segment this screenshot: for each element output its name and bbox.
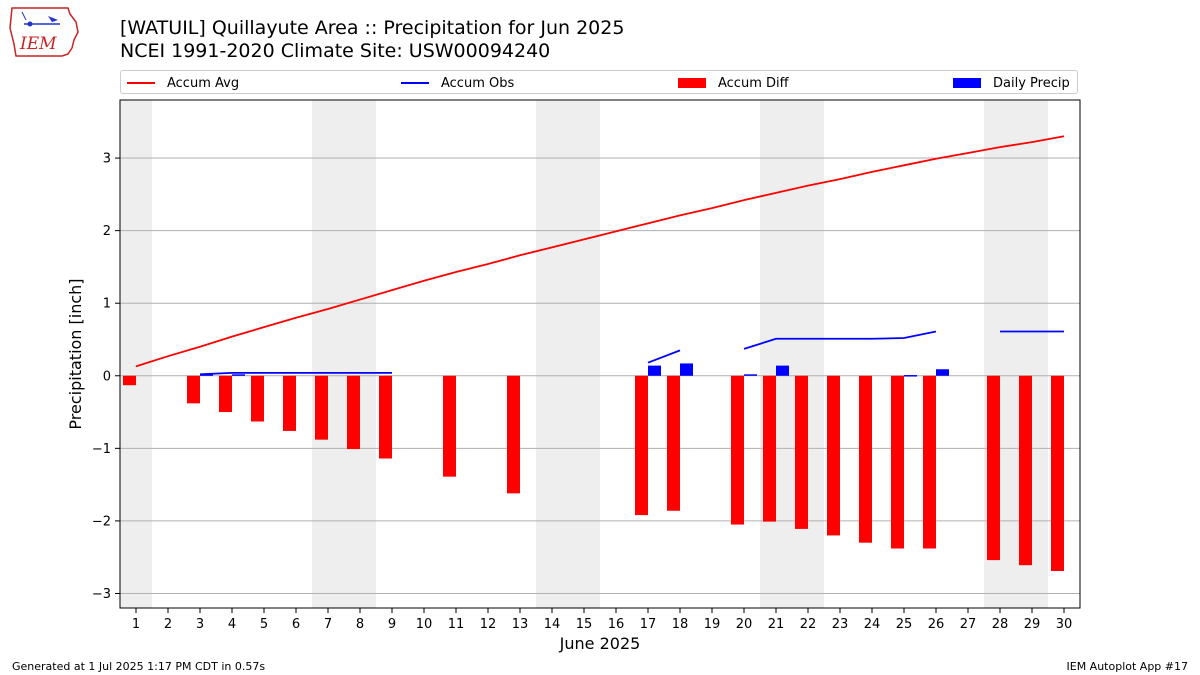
legend-item-accum-avg: Accum Avg [127,74,239,92]
legend-swatch-accum-diff [678,78,706,88]
weekend-shade-band [312,100,376,608]
x-tick-label: 25 [896,617,913,632]
accum-diff-bar [763,375,776,522]
legend-label-accum-avg: Accum Avg [167,75,240,91]
logo-text: IEM [19,34,57,54]
x-axis-label: June 2025 [559,634,641,653]
x-tick-label: 13 [512,617,529,632]
x-tick-label: 19 [704,617,721,632]
y-axis-label: Precipitation [inch] [66,278,85,429]
y-tick-label: 3 [103,152,111,167]
chart-legend: Accum Avg Accum Obs Accum Diff Daily Pre… [120,70,1078,94]
accum-diff-bar [443,375,456,477]
legend-swatch-daily-precip [953,78,981,88]
y-tick-label: 1 [103,297,111,312]
iem-logo: IEM [8,4,82,62]
accum-diff-bar [507,375,520,494]
x-tick-label: 30 [1056,617,1073,632]
accum-diff-bar [923,375,936,549]
x-tick-label: 9 [388,617,396,632]
x-tick-label: 26 [928,617,945,632]
chart-title: [WATUIL] Quillayute Area :: Precipitatio… [120,17,625,39]
accum-diff-bar [795,375,808,529]
accum-diff-bar [123,375,136,386]
legend-item-accum-diff: Accum Diff [678,74,789,92]
daily-precip-bar [904,375,917,377]
accum-diff-bar [1019,375,1032,566]
x-tick-label: 15 [576,617,593,632]
accum-diff-bar [187,375,200,404]
autoplot-app-label: IEM Autoplot App #17 [1066,660,1189,673]
x-tick-label: 24 [864,617,881,632]
x-tick-label: 4 [228,617,236,632]
generated-timestamp: Generated at 1 Jul 2025 1:17 PM CDT in 0… [12,660,266,673]
legend-swatch-accum-avg [127,82,155,84]
accum-obs-line [743,330,937,350]
x-tick-label: 7 [324,617,332,632]
legend-item-accum-obs: Accum Obs [401,74,514,92]
x-tick-label: 3 [196,617,204,632]
daily-precip-bar [776,365,789,376]
legend-swatch-accum-obs [401,82,429,84]
y-tick-label: 2 [103,224,111,239]
x-tick-label: 1 [132,617,140,632]
x-tick-label: 11 [448,617,465,632]
y-tick-label: −1 [92,442,111,457]
legend-item-daily-precip: Daily Precip [953,74,1070,92]
x-tick-label: 2 [164,617,172,632]
iowa-state-outline-icon: IEM [9,7,79,57]
daily-precip-bar [680,363,693,376]
daily-precip-bar [648,365,661,376]
x-tick-label: 17 [640,617,657,632]
x-tick-label: 29 [1024,617,1041,632]
x-tick-label: 12 [480,617,497,632]
daily-precip-bar [232,374,245,376]
daily-precip-bar [200,374,213,376]
x-tick-label: 28 [992,617,1009,632]
x-tick-label: 21 [768,617,785,632]
accum-diff-bar [891,375,904,549]
x-tick-label: 23 [832,617,849,632]
daily-precip-bar [936,369,949,376]
daily-precip-bar [744,374,757,376]
accum-diff-bar [731,375,744,525]
y-tick-label: −3 [92,587,111,602]
x-tick-label: 27 [960,617,977,632]
x-tick-label: 16 [608,617,625,632]
chart-subtitle: NCEI 1991-2020 Climate Site: USW00094240 [120,40,551,62]
accum-diff-bar [347,375,360,450]
accum-diff-bar [827,375,840,536]
accum-avg-line [135,135,1065,368]
accum-diff-bar [987,375,1000,561]
accum-diff-bar [667,375,680,511]
accum-obs-line [199,371,392,376]
accum-diff-bar [219,375,232,413]
x-tick-label: 10 [416,617,433,632]
accum-diff-bar [1051,375,1064,571]
weekend-shade-band [120,100,152,608]
x-tick-label: 20 [736,617,753,632]
y-tick-label: −2 [92,514,111,529]
x-tick-label: 22 [800,617,817,632]
accum-diff-bar [283,375,296,431]
weekend-shade-band [536,100,600,608]
legend-label-accum-diff: Accum Diff [718,75,789,91]
accum-diff-bar [315,375,328,440]
accum-diff-bar [859,375,872,543]
weekend-shade-band [760,100,824,608]
accum-diff-bar [379,375,392,459]
legend-label-accum-obs: Accum Obs [441,75,515,91]
accum-diff-bar [251,375,264,422]
x-tick-label: 14 [544,617,561,632]
x-tick-label: 8 [356,617,364,632]
x-tick-label: 18 [672,617,689,632]
y-tick-label: 0 [103,369,111,384]
accum-diff-bar [635,375,648,516]
plot-frame [119,99,1081,609]
x-tick-label: 6 [292,617,300,632]
accum-obs-line [647,349,681,364]
x-tick-label: 5 [260,617,268,632]
legend-label-daily-precip: Daily Precip [993,75,1070,91]
